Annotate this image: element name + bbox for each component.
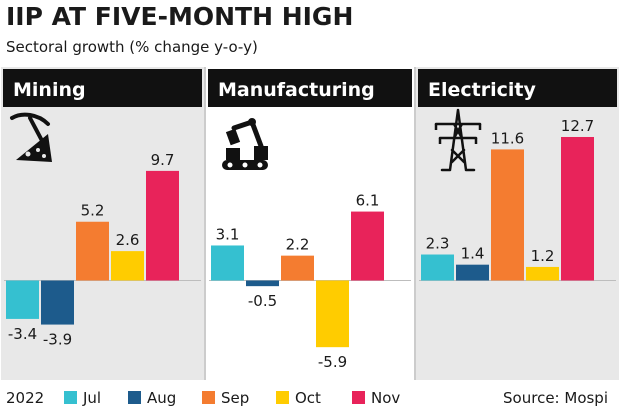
data-label-mining-jul: -3.4 xyxy=(8,325,37,343)
bar-mining-nov xyxy=(146,170,179,281)
bar-electricity-nov xyxy=(561,136,594,281)
data-label-electricity-aug: 1.4 xyxy=(461,245,485,263)
data-label-manufacturing-sep: 2.2 xyxy=(286,236,310,254)
legend-item-nov: Nov xyxy=(352,389,400,407)
data-label-mining-nov: 9.7 xyxy=(151,151,175,169)
panel-mining: Mining -3.4 -3.9 5.2 2.6 9.7 xyxy=(1,67,204,380)
bar-mining-aug xyxy=(41,280,74,325)
bar-manufacturing-jul xyxy=(211,245,244,281)
panel-title-mining: Mining xyxy=(13,79,86,101)
panel-header-electricity xyxy=(418,69,617,107)
data-label-electricity-sep: 11.6 xyxy=(491,129,524,147)
chart-subtitle: Sectoral growth (% change y-o-y) xyxy=(6,38,258,56)
legend-item-oct: Oct xyxy=(276,389,321,407)
bar-mining-oct xyxy=(111,251,144,281)
data-label-mining-aug: -3.9 xyxy=(43,331,72,349)
data-label-mining-oct: 2.6 xyxy=(116,231,140,249)
bar-manufacturing-sep xyxy=(281,255,314,281)
panel-electricity: Electricity 2.3 1.4 11.6 1.2 12.7 xyxy=(414,67,619,380)
panel-title-manufacturing: Manufacturing xyxy=(218,79,375,101)
bar-electricity-oct xyxy=(526,266,559,281)
legend-swatch-nov xyxy=(352,391,365,404)
bar-manufacturing-oct xyxy=(316,280,349,348)
data-label-manufacturing-jul: 3.1 xyxy=(216,225,240,243)
mining-pickaxe-icon xyxy=(10,112,52,162)
legend-swatch-aug xyxy=(128,391,141,404)
legend-label-sep: Sep xyxy=(221,389,250,407)
bar-electricity-jul xyxy=(421,254,454,281)
bar-mining-sep xyxy=(76,221,109,281)
data-label-manufacturing-oct: -5.9 xyxy=(318,353,347,371)
legend-item-sep: Sep xyxy=(202,389,249,407)
panel-header-manufacturing xyxy=(208,69,412,107)
legend-item-aug: Aug xyxy=(128,389,176,407)
legend-swatch-sep xyxy=(202,391,215,404)
chart-title: IIP AT FIVE-MONTH HIGH xyxy=(6,2,354,31)
data-label-electricity-jul: 2.3 xyxy=(426,235,450,253)
data-label-manufacturing-nov: 6.1 xyxy=(356,192,380,210)
legend-year: 2022 xyxy=(6,389,45,407)
data-label-mining-sep: 5.2 xyxy=(81,202,105,220)
legend-swatch-jul xyxy=(64,391,77,404)
manufacturing-robot-arm-icon xyxy=(222,118,268,170)
data-label-electricity-nov: 12.7 xyxy=(561,117,594,135)
legend-item-jul: Jul xyxy=(64,389,101,407)
legend-label-jul: Jul xyxy=(83,389,102,407)
legend-label-nov: Nov xyxy=(371,389,401,407)
legend-label-oct: Oct xyxy=(295,389,321,407)
electricity-pylon-icon xyxy=(434,108,482,172)
bar-electricity-sep xyxy=(491,149,524,281)
panel-manufacturing: Manufacturing 3.1 -0.5 2.2 -5.9 6.1 xyxy=(204,67,414,380)
panel-header-mining xyxy=(3,69,202,107)
legend-swatch-oct xyxy=(276,391,289,404)
bar-manufacturing-aug xyxy=(246,280,279,287)
legend-label-aug: Aug xyxy=(147,389,177,407)
source-note: Source: Mospi xyxy=(503,389,608,407)
panel-title-electricity: Electricity xyxy=(428,79,536,101)
bar-mining-jul xyxy=(6,280,39,319)
legend: 2022 Jul Aug Sep Oct Nov Source: Mospi xyxy=(6,387,614,409)
bar-electricity-aug xyxy=(456,264,489,281)
data-label-manufacturing-aug: -0.5 xyxy=(248,292,277,310)
data-label-electricity-oct: 1.2 xyxy=(531,247,555,265)
bar-manufacturing-nov xyxy=(351,211,384,281)
